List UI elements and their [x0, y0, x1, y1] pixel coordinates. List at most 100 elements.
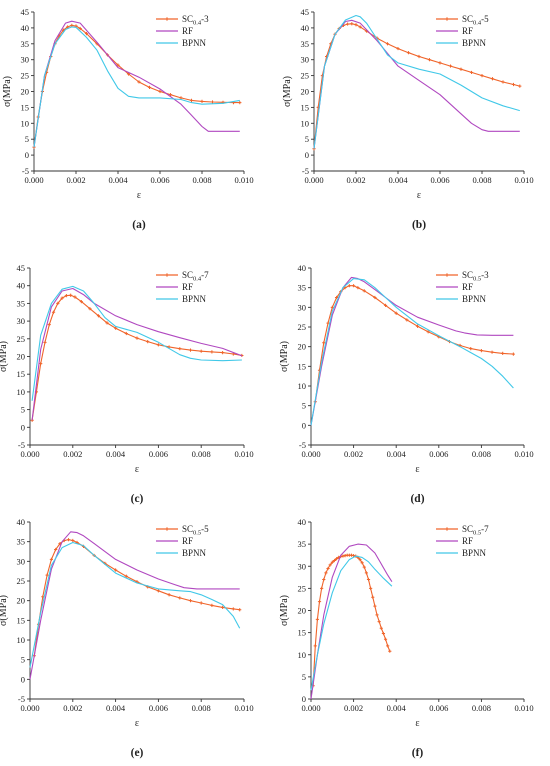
y-tick-label: 30: [301, 55, 310, 65]
legend-entry: RF: [462, 536, 473, 546]
panel-label: (c): [131, 493, 144, 505]
y-tick-label: 35: [298, 283, 307, 293]
x-tick-label: 0.000: [20, 449, 39, 459]
data-point-marker: [39, 361, 43, 366]
series-line-sc0-4-7: [31, 294, 242, 421]
data-point-marker: [405, 318, 409, 322]
data-point-marker: [45, 573, 49, 577]
x-tick-label: 0.006: [149, 703, 168, 713]
series-line-rf: [31, 287, 243, 421]
data-point-marker: [105, 321, 109, 325]
data-point-marker: [394, 311, 398, 315]
y-tick-label: 25: [298, 583, 307, 593]
y-tick-label: 40: [301, 23, 310, 33]
y-tick-label: 15: [298, 361, 307, 371]
x-axis-label: ε: [135, 718, 139, 729]
data-point-marker: [511, 82, 516, 87]
x-tick-label: 0.002: [344, 703, 363, 713]
x-tick-label: 0.008: [472, 449, 491, 459]
y-axis-label: σ(MPa): [0, 595, 9, 626]
legend-main: SC: [462, 270, 473, 280]
data-point-marker: [354, 23, 358, 27]
data-point-marker: [78, 26, 82, 31]
legend-suffix: -7: [481, 524, 489, 534]
x-tick-label: 0.006: [149, 449, 168, 459]
data-point-marker: [49, 557, 53, 561]
panel-label: (e): [131, 747, 144, 759]
data-point-marker: [358, 558, 362, 562]
data-point-marker: [320, 586, 324, 590]
data-point-marker: [383, 303, 388, 307]
chart-panel-6: 0 5 10 15 20 25 30 35 40 0.000 0.002 0.004 0.006 0.00…: [279, 517, 534, 759]
data-point-marker: [189, 98, 194, 103]
legend-entry: BPNN: [182, 38, 207, 48]
legend-subscript: 0.4: [473, 20, 482, 27]
x-tick-label: 0.000: [301, 449, 320, 459]
data-point-marker: [96, 314, 101, 318]
series-line-sc0-5-3: [314, 285, 514, 402]
data-point-marker: [346, 22, 350, 26]
y-tick-label: 30: [298, 561, 307, 571]
chart-panel-2: -5 0 5 10 15 20 25 30 35 40 45 0.000 0.002 0.004 0.006…: [282, 7, 534, 231]
series-line-bpnn: [31, 285, 242, 401]
y-tick-label: -5: [22, 166, 29, 176]
y-tick-label: 30: [17, 316, 26, 326]
data-point-marker: [350, 22, 354, 26]
data-point-marker: [347, 284, 351, 288]
data-point-marker: [386, 644, 390, 648]
series-line-sc0-4-5: [313, 23, 520, 149]
data-point-marker: [415, 324, 420, 328]
y-axis-label: σ(MPa): [0, 341, 9, 372]
legend-entry: SC0.4-5: [462, 14, 489, 27]
y-tick-label: 25: [17, 334, 26, 344]
legend-marker: [445, 273, 449, 277]
y-axis-label: σ(MPa): [279, 341, 290, 372]
legend-main: SC: [462, 14, 473, 24]
y-tick-label: 0: [25, 150, 29, 160]
data-point-marker: [377, 619, 381, 624]
y-tick-label: 40: [298, 263, 307, 273]
data-point-marker: [375, 613, 379, 617]
data-point-marker: [459, 67, 463, 71]
legend-entry: BPNN: [182, 294, 207, 304]
y-axis-label: σ(MPa): [282, 76, 293, 107]
data-point-marker: [343, 286, 347, 290]
data-point-marker: [84, 32, 89, 36]
legend-subscript: 0.4: [193, 276, 202, 283]
x-tick-label: 0.000: [20, 703, 39, 713]
data-point-marker: [332, 558, 337, 563]
data-point-marker: [116, 63, 120, 67]
y-tick-label: 40: [17, 517, 26, 527]
y-tick-label: 25: [301, 71, 310, 81]
data-point-marker: [417, 54, 421, 59]
y-tick-label: 45: [301, 7, 310, 17]
y-tick-label: 35: [17, 537, 26, 547]
x-tick-label: 0.010: [234, 703, 253, 713]
data-point-marker: [379, 626, 383, 630]
data-point-marker: [388, 649, 392, 653]
data-point-marker: [334, 295, 339, 300]
x-tick-label: 0.000: [24, 175, 43, 185]
data-point-marker: [480, 74, 484, 78]
x-tick-label: 0.002: [63, 449, 82, 459]
data-point-marker: [360, 561, 364, 565]
legend-suffix: -7: [201, 270, 209, 280]
x-tick-label: 0.004: [388, 175, 408, 185]
x-tick-label: 0.010: [234, 449, 253, 459]
y-tick-label: 10: [17, 387, 26, 397]
y-tick-label: 15: [301, 102, 310, 112]
x-tick-label: 0.010: [234, 175, 253, 185]
data-point-marker: [362, 565, 366, 569]
legend-marker: [165, 273, 169, 277]
panel-label: (a): [132, 219, 146, 231]
data-point-marker: [385, 42, 390, 46]
data-point-marker: [356, 286, 360, 290]
data-point-marker: [326, 566, 330, 571]
legend-subscript: 0.5: [473, 276, 481, 283]
data-point-marker: [322, 341, 326, 345]
x-tick-label: 0.008: [192, 175, 211, 185]
legend-entry: SC0.5-5: [182, 524, 209, 537]
chart-panel-4: -5 0 5 10 15 20 25 30 35 40 0.000 0.002 0.004 0.006 0.…: [279, 263, 534, 505]
y-tick-label: 5: [302, 401, 306, 411]
legend-entry: BPNN: [462, 38, 487, 48]
